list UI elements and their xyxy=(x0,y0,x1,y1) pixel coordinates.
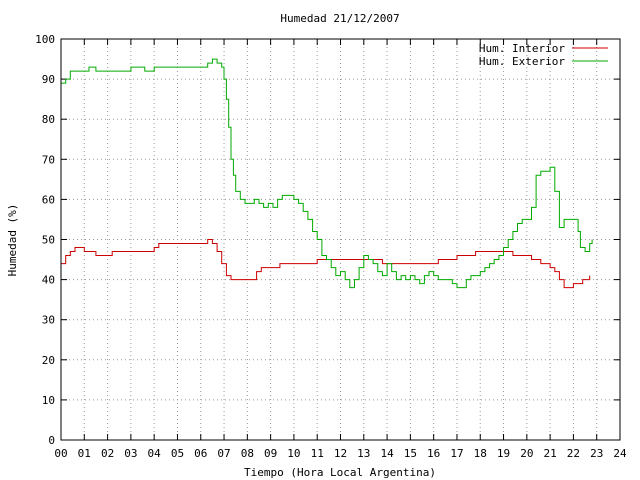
x-tick-label: 16 xyxy=(427,447,440,460)
x-tick-label: 20 xyxy=(520,447,533,460)
x-tick-label: 05 xyxy=(171,447,184,460)
plot-frame xyxy=(60,38,621,441)
x-tick-label: 18 xyxy=(474,447,487,460)
x-tick-label: 11 xyxy=(311,447,324,460)
x-tick-label: 04 xyxy=(148,447,162,460)
y-tick-label: 50 xyxy=(42,234,55,247)
x-tick-label: 19 xyxy=(497,447,510,460)
x-tick-label: 01 xyxy=(78,447,91,460)
series-group xyxy=(61,58,593,289)
x-tick-label: 08 xyxy=(241,447,254,460)
x-tick-label: 15 xyxy=(404,447,417,460)
x-tick-label: 23 xyxy=(590,447,603,460)
x-tick-label: 06 xyxy=(194,447,207,460)
grid xyxy=(61,39,620,440)
legend-label: Hum. Interior xyxy=(479,42,565,55)
x-axis-label: Tiempo (Hora Local Argentina) xyxy=(244,466,436,479)
x-tick-label: 03 xyxy=(124,447,137,460)
y-tick-label: 0 xyxy=(48,434,55,447)
x-tick-label: 13 xyxy=(357,447,370,460)
x-tick-label: 02 xyxy=(101,447,114,460)
x-tick-label: 00 xyxy=(54,447,67,460)
y-tick-label: 40 xyxy=(42,274,55,287)
series-line-exterior xyxy=(61,58,593,289)
x-tick-label: 14 xyxy=(380,447,394,460)
legend-label: Hum. Exterior xyxy=(479,55,565,68)
x-tick-label: 24 xyxy=(613,447,627,460)
chart-title: Humedad 21/12/2007 xyxy=(280,12,399,25)
y-tick-label: 20 xyxy=(42,354,55,367)
x-tick-label: 21 xyxy=(544,447,557,460)
series-line-interior xyxy=(61,239,591,289)
x-tick-label: 12 xyxy=(334,447,347,460)
y-tick-label: 90 xyxy=(42,73,55,86)
axes: 00 01 02 03 04 05 06 07 08 09 10 11 12 13 14 15 16 17 18 19… xyxy=(35,33,627,460)
x-tick-label: 09 xyxy=(264,447,277,460)
x-tick-label: 22 xyxy=(567,447,580,460)
y-tick-label: 30 xyxy=(42,314,55,327)
y-tick-label: 60 xyxy=(42,193,55,206)
x-tick-label: 10 xyxy=(287,447,300,460)
y-tick-label: 70 xyxy=(42,153,55,166)
y-tick-label: 10 xyxy=(42,394,55,407)
y-tick-label: 80 xyxy=(42,113,55,126)
x-tick-label: 07 xyxy=(217,447,230,460)
y-tick-label: 100 xyxy=(35,33,55,46)
y-axis-label: Humedad (%) xyxy=(6,204,19,277)
x-tick-label: 17 xyxy=(450,447,463,460)
